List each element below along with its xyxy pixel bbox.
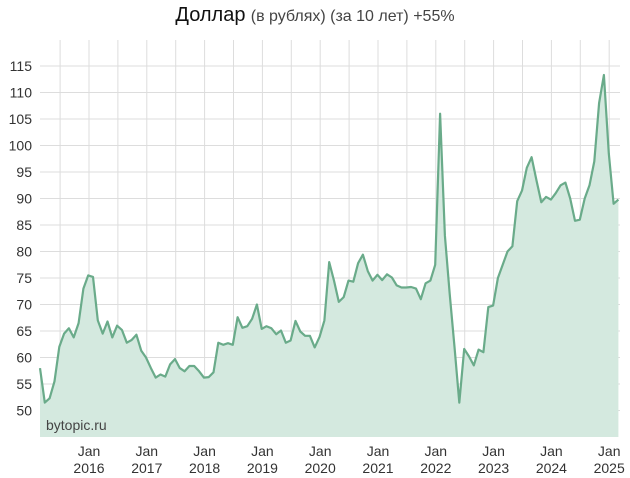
x-tick-year: 2017 [131,460,162,476]
y-tick-label: 70 [16,297,32,313]
x-tick-year: 2019 [247,460,278,476]
x-tick-month: Jan [482,443,505,459]
y-tick-label: 90 [16,191,32,207]
x-tick-month: Jan [540,443,563,459]
watermark: bytopic.ru [46,417,107,433]
chart-title: Доллар (в рублях) (за 10 лет) +55% [0,4,630,27]
y-tick-label: 75 [16,270,32,286]
data-line [38,73,620,404]
area-fill [40,75,619,437]
y-axis: 50 55 60 65 70 75 80 85 90 95 100 105 110 115 [9,58,33,419]
x-tick-year: 2016 [73,460,104,476]
x-tick-month: Jan [193,443,216,459]
y-tick-label: 85 [16,217,32,233]
y-tick-label: 95 [16,164,32,180]
x-tick-month: Jan [78,443,101,459]
y-tick-label: 80 [16,244,32,260]
x-tick-month: Jan [309,443,332,459]
x-tick-month: Jan [367,443,390,459]
x-tick-month: Jan [251,443,274,459]
y-tick-label: 115 [10,58,33,74]
x-tick-year: 2023 [478,460,509,476]
y-tick-label: 65 [16,323,32,339]
x-tick-month: Jan [598,443,621,459]
x-tick-month: Jan [425,443,448,459]
x-tick-year: 2025 [594,460,625,476]
x-tick-year: 2022 [420,460,451,476]
x-tick-year: 2024 [536,460,567,476]
x-tick-year: 2020 [305,460,336,476]
y-tick-label: 100 [9,138,33,154]
chart-title-sub: (в рублях) (за 10 лет) +55% [250,8,455,25]
x-tick-year: 2018 [189,460,220,476]
x-axis: Jan2016Jan2017Jan2018Jan2019Jan2020Jan20… [73,443,625,476]
y-tick-label: 50 [16,403,32,419]
y-tick-label: 110 [10,85,33,101]
y-tick-label: 55 [16,376,32,392]
y-tick-label: 105 [9,111,33,127]
x-tick-year: 2021 [362,460,393,476]
x-tick-month: Jan [136,443,159,459]
chart-title-main: Доллар [175,4,246,26]
y-tick-label: 60 [16,350,32,366]
